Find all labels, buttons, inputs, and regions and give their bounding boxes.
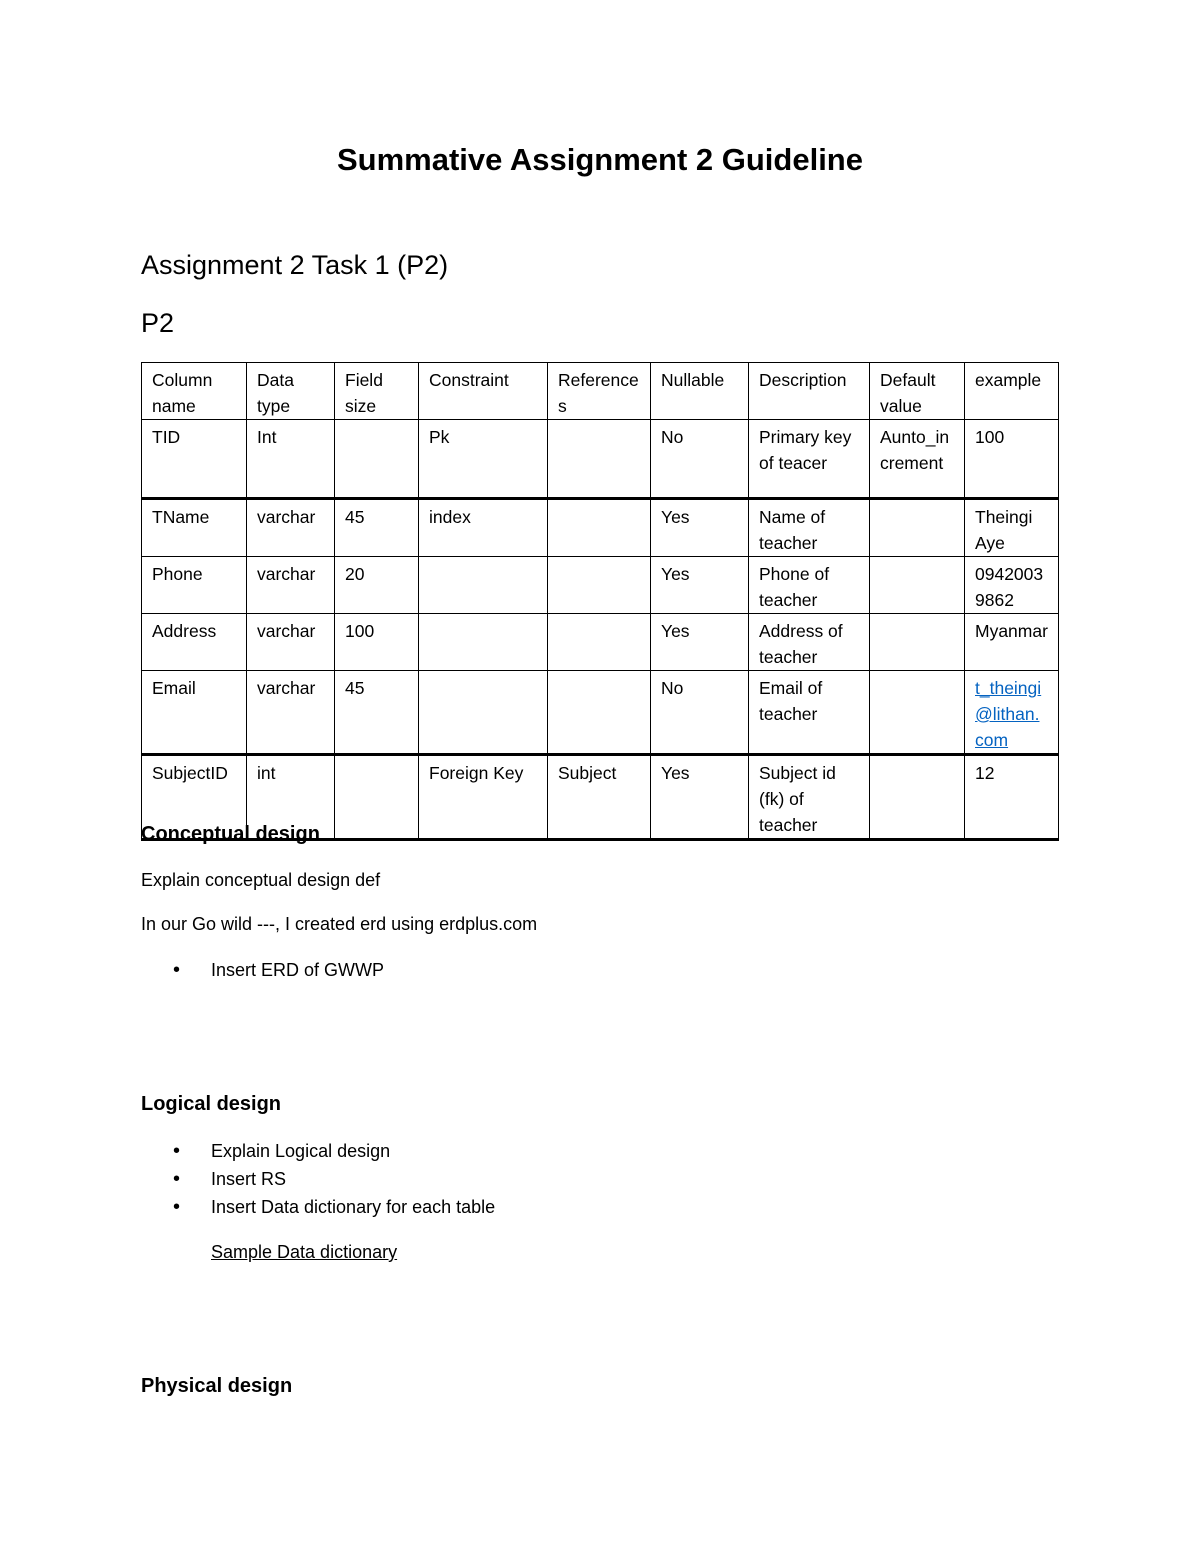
data-dictionary-table: Column name Data type Field size Constraint…: [141, 362, 1059, 841]
table-cell: varchar: [246, 498, 335, 557]
bullet-item: Explain Logical design: [141, 1137, 495, 1165]
header-cell: Nullable: [650, 362, 749, 420]
table-cell: [418, 556, 548, 614]
table-cell: Yes: [650, 498, 749, 557]
table-cell: Phone: [141, 556, 247, 614]
table-cell: [869, 754, 965, 841]
table-cell: TName: [141, 498, 247, 557]
document-title: Summative Assignment 2 Guideline: [337, 142, 863, 177]
table-row: Phone varchar 20 Yes Phone of teacher 0942003…: [141, 556, 1059, 614]
header-cell: Field size: [334, 362, 419, 420]
table-cell: Yes: [650, 556, 749, 614]
header-cell: example: [964, 362, 1059, 420]
table-cell: TID: [141, 419, 247, 500]
header-cell: Constraint: [418, 362, 548, 420]
email-link[interactable]: t_theingi@lithan.com: [975, 678, 1042, 750]
bullet-item: Insert ERD of GWWP: [141, 956, 384, 984]
table-cell: 09420039862: [964, 556, 1059, 614]
table-cell: Aunto_increment: [869, 419, 965, 500]
table-cell: [869, 498, 965, 557]
conceptual-text-1: Explain conceptual design def: [141, 870, 381, 890]
physical-heading: Physical design: [141, 1375, 293, 1397]
table-cell: int: [246, 754, 335, 841]
table-cell: Myanmar: [964, 613, 1059, 671]
table-cell: [547, 613, 651, 671]
table-cell: [418, 670, 548, 756]
table-row: Address varchar 100 Yes Address of teacher My…: [141, 613, 1059, 671]
table-cell: t_theingi@lithan.com: [964, 670, 1059, 756]
table-cell: Subject: [547, 754, 651, 841]
bullet-item: Insert RS: [141, 1165, 495, 1193]
table-cell: Yes: [650, 613, 749, 671]
table-cell: [869, 613, 965, 671]
table-cell: Email: [141, 670, 247, 756]
table-cell: 100: [334, 613, 419, 671]
table-cell: varchar: [246, 613, 335, 671]
table-cell: [869, 670, 965, 756]
table-cell: [869, 556, 965, 614]
table-cell: Email of teacher: [748, 670, 870, 756]
table-cell: [418, 613, 548, 671]
table-cell: [547, 419, 651, 500]
table-cell: [334, 754, 419, 841]
table-cell: Subject id (fk) of teacher: [748, 754, 870, 841]
table-cell: 20: [334, 556, 419, 614]
conceptual-text-2: In our Go wild ---, I created erd using …: [141, 914, 538, 934]
table-cell: Yes: [650, 754, 749, 841]
header-cell: Default value: [869, 362, 965, 420]
table-cell: Address of teacher: [748, 613, 870, 671]
table-row: TName varchar 45 index Yes Name of teacher The…: [141, 498, 1059, 557]
sub-heading: P2: [141, 308, 175, 338]
table-cell: [547, 556, 651, 614]
table-cell: No: [650, 419, 749, 500]
table-cell: Phone of teacher: [748, 556, 870, 614]
bullet-item: Insert Data dictionary for each table: [141, 1193, 495, 1221]
table-cell: 45: [334, 670, 419, 756]
task-heading: Assignment 2 Task 1 (P2): [141, 250, 449, 280]
table-cell: Address: [141, 613, 247, 671]
table-cell: 100: [964, 419, 1059, 500]
table-cell: [334, 419, 419, 500]
table-cell: varchar: [246, 556, 335, 614]
conceptual-heading: Conceptual design: [141, 823, 320, 845]
header-cell: Column name: [141, 362, 247, 420]
conceptual-bullets: Insert ERD of GWWP: [141, 956, 384, 984]
table-cell: varchar: [246, 670, 335, 756]
header-cell: Description: [748, 362, 870, 420]
table-cell: 12: [964, 754, 1059, 841]
table-cell: Int: [246, 419, 335, 500]
header-cell: Data type: [246, 362, 335, 420]
table-row: TID Int Pk No Primary key of teacer Aunto_inc…: [141, 419, 1059, 500]
sample-data-dictionary-link[interactable]: Sample Data dictionary: [211, 1242, 398, 1262]
table-cell: 45: [334, 498, 419, 557]
table-cell: SubjectID: [141, 754, 247, 841]
table-cell: Foreign Key: [418, 754, 548, 841]
table-cell: index: [418, 498, 548, 557]
table-header-row: Column name Data type Field size Constraint…: [141, 362, 1059, 420]
table-cell: [547, 670, 651, 756]
table-row: SubjectID int Foreign Key Subject Yes Subject…: [141, 754, 1059, 841]
table-cell: [547, 498, 651, 557]
table-row: Email varchar 45 No Email of teacher t_theing…: [141, 670, 1059, 756]
table-cell: Theingi Aye: [964, 498, 1059, 557]
header-cell: References: [547, 362, 651, 420]
table-cell: Name of teacher: [748, 498, 870, 557]
logical-bullets: Explain Logical design Insert RS Insert …: [141, 1137, 495, 1221]
table-cell: Pk: [418, 419, 548, 500]
logical-heading: Logical design: [141, 1093, 282, 1115]
table-cell: Primary key of teacer: [748, 419, 870, 500]
table-cell: No: [650, 670, 749, 756]
